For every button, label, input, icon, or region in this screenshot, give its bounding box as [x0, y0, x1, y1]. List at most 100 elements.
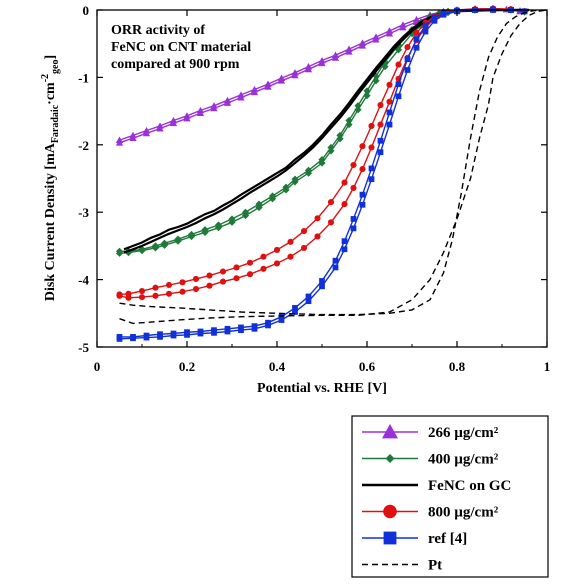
series-4-point-0-19	[359, 191, 366, 198]
series-4-point-1-6	[197, 330, 204, 337]
legend-marker-4	[383, 531, 397, 545]
y-tick-label-4: -4	[78, 273, 89, 288]
x-tick-label-3: 0.6	[359, 359, 376, 374]
series-3-point-1-4	[165, 290, 173, 297]
series-4-point-1-1	[130, 335, 136, 342]
annotation-line-2: FeNC on CNT material	[111, 40, 251, 55]
series-3-point-0-21	[377, 101, 384, 109]
series-4-point-0-17	[341, 238, 348, 245]
series-3-point-0-22	[386, 81, 393, 88]
series-1-point-1-5	[174, 237, 182, 245]
series-4-point-0-13	[292, 305, 298, 311]
series-4-point-0-18	[350, 216, 357, 222]
legend-label-3: 800 µg/cm²	[428, 505, 499, 521]
series-4-point-1-20	[368, 176, 375, 183]
x-tick-label-4: 0.8	[449, 359, 466, 374]
series-3-point-0-17	[341, 179, 348, 186]
series-0-point-1-16	[331, 54, 340, 61]
series-3-point-0-7	[206, 272, 213, 279]
series-1-point-1-11	[255, 203, 263, 212]
series-0-point-1-9	[237, 94, 245, 101]
y-tick-label-0: 0	[83, 3, 90, 18]
series-3-point-1-9	[233, 275, 240, 282]
series-0-point-1-12	[277, 77, 286, 84]
series-4-point-1-5	[184, 331, 190, 338]
x-axis-title: Potential vs. RHE [V]	[257, 381, 387, 396]
series-3-point-1-15	[314, 233, 321, 240]
series-3-point-0-24	[404, 44, 411, 51]
y-axis-title-sub2: geo	[50, 59, 61, 73]
series-4-point-1-0	[116, 336, 123, 342]
series-3-point-1-6	[192, 285, 200, 293]
series-3-point-0-5	[179, 279, 186, 286]
series-0-point-1-20	[385, 29, 394, 37]
y-tick-label-1: -1	[78, 70, 89, 85]
series-3-point-0-2	[138, 287, 146, 295]
series-1-point-1-19	[345, 120, 353, 129]
series-1-point-1-17	[327, 147, 335, 155]
series-4-point-1-9	[238, 327, 244, 334]
series-4-point-1-15	[319, 283, 325, 290]
series-3-point-1-22	[386, 98, 393, 105]
series-3-point-0-20	[368, 122, 375, 129]
y-axis-title-main: Disk Current Density [mA	[43, 142, 58, 301]
series-4-point-0-24	[404, 56, 411, 63]
series-3-point-0-3	[152, 284, 159, 291]
series-1-point-1-8	[214, 224, 223, 232]
series-4-point-0-27	[431, 14, 438, 21]
series-0-point-1-18	[358, 42, 367, 49]
series-4-point-1-16	[332, 264, 339, 271]
series-4-point-0-16	[332, 257, 339, 264]
series-4-point-1-2	[143, 334, 150, 341]
series-3-point-0-23	[395, 61, 402, 68]
series-3-point-0-13	[287, 238, 294, 245]
series-4-point-0-26	[422, 22, 429, 29]
annotation-line-3: compared at 900 rpm	[111, 57, 240, 72]
series-3-point-1-14	[300, 244, 308, 251]
legend-box	[351, 415, 549, 578]
series-3-point-1-21	[377, 121, 384, 128]
series-0-point-1-6	[196, 109, 205, 117]
series-3-point-0-14	[300, 228, 308, 235]
y-axis-title: Disk Current Density [mAFaradaic·cm-2geo…	[40, 55, 61, 301]
series-1-point-1-24	[394, 46, 403, 54]
series-5-line-0	[119, 9, 548, 316]
series-3-line-1	[119, 7, 525, 299]
legend-marker-0	[382, 424, 398, 439]
series-3-point-1-5	[179, 288, 186, 295]
x-tick-label-1: 0.2	[179, 359, 195, 374]
series-4-point-1-19	[359, 201, 366, 208]
series-4-point-1-3	[157, 334, 163, 340]
series-3-point-1-16	[327, 219, 335, 226]
series-1-point-1-3	[151, 244, 160, 252]
series-3-point-0-16	[327, 199, 335, 206]
series-1-point-1-9	[228, 218, 236, 226]
series-0-point-1-1	[129, 134, 137, 141]
series-4-point-1-4	[170, 332, 177, 339]
y-axis-title-dot: ·cm	[43, 82, 58, 105]
series-4-point-1-12	[278, 317, 285, 323]
series-4-point-1-23	[395, 93, 402, 100]
legend-label-5: Pt	[428, 558, 442, 574]
series-0-point-1-4	[169, 119, 178, 127]
series-0-point-1-8	[223, 99, 232, 106]
series-0-point-1-2	[142, 129, 151, 137]
series-4-point-1-26	[422, 28, 429, 35]
series-4-point-0-21	[377, 137, 384, 144]
series-1-point-1-4	[160, 241, 169, 249]
series-4-point-1-27	[431, 17, 438, 24]
series-0-point-1-21	[399, 23, 407, 31]
series-3-point-1-7	[206, 282, 213, 289]
series-3-point-0-15	[314, 215, 321, 222]
series-3-point-1-20	[368, 144, 375, 151]
series-4-point-1-8	[224, 328, 231, 335]
series-4-point-0-25	[413, 36, 420, 42]
series-3-point-1-13	[287, 253, 294, 260]
series-4-point-1-25	[413, 44, 420, 51]
series-1-point-1-12	[268, 195, 277, 203]
series-5-line-1	[119, 9, 548, 325]
series-4-point-1-13	[292, 309, 298, 315]
series-1-point-1-16	[318, 159, 326, 167]
series-4-point-1-21	[377, 149, 384, 156]
series-0-point-1-14	[304, 65, 313, 73]
